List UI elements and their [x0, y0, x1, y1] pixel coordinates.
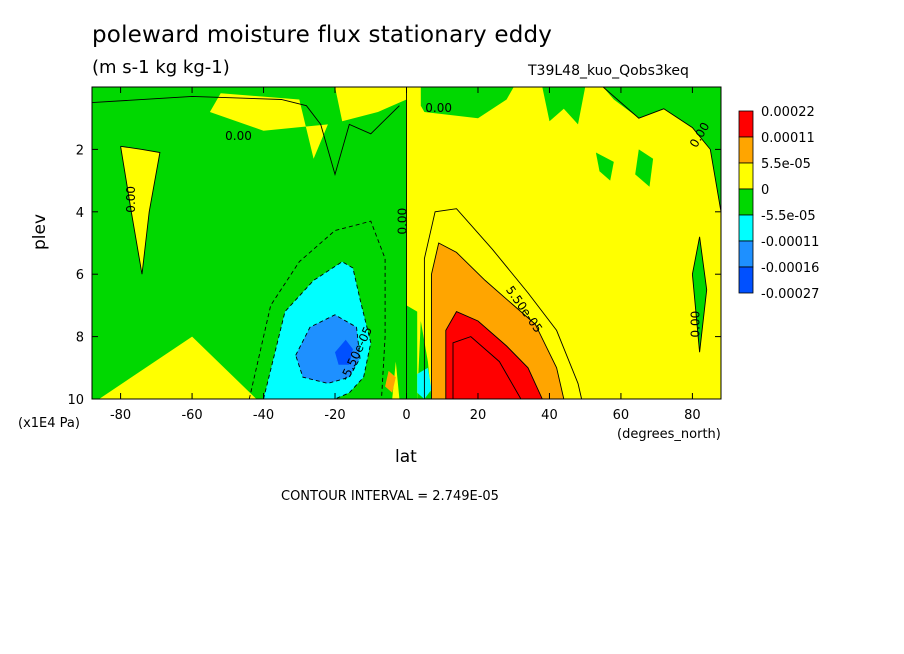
- colorbar-label: 0.00022: [761, 105, 815, 120]
- region-green-2: [420, 87, 514, 119]
- x-tick-label: -40: [253, 408, 274, 423]
- colorbar-swatch: [738, 214, 754, 242]
- colorbar-label: 5.5e-05: [761, 157, 811, 172]
- colorbar-label: -5.5e-05: [761, 209, 816, 224]
- x-tick-label: 40: [541, 408, 558, 423]
- region-green-5: [595, 152, 614, 181]
- y-tick-label: 8: [76, 331, 84, 346]
- colorbar-label: -0.00011: [761, 235, 819, 250]
- region-orange-small: [385, 370, 396, 393]
- contour-line-10: [602, 87, 721, 212]
- colorbar-label: -0.00016: [761, 261, 819, 276]
- x-tick-label: -20: [324, 408, 345, 423]
- contour-label: 0.00: [225, 129, 252, 143]
- x-tick-label: 80: [684, 408, 701, 423]
- y-axis: 2 4 6 8 10: [67, 143, 721, 408]
- y-tick-label: 2: [76, 143, 84, 158]
- x-axis: -80 -60 -40 -20 0 20 40 60 80: [110, 87, 701, 423]
- contour-line-3: [452, 336, 522, 399]
- region-green-3: [542, 87, 586, 125]
- units-label: (m s-1 kg kg-1): [92, 57, 230, 78]
- contour-label: 0.00: [396, 208, 410, 235]
- colorbar-swatch: [738, 110, 754, 138]
- contour-line-2: [445, 311, 543, 399]
- y-axis-label: plev: [30, 213, 50, 250]
- region-green-6: [635, 149, 654, 187]
- contour-line-1: [423, 208, 583, 399]
- y-axis-units: (x1E4 Pa): [18, 416, 80, 431]
- x-tick-label: 60: [613, 408, 630, 423]
- region-yellow-upper: [209, 93, 328, 159]
- contour-line-7: [92, 95, 400, 177]
- contour-line-5: [248, 220, 386, 399]
- x-tick-label: 20: [470, 408, 487, 423]
- contour-label: 0.00: [425, 101, 452, 115]
- region-red: [445, 311, 543, 399]
- colorbar-label: 0: [761, 183, 769, 198]
- y-tick-label: 6: [76, 268, 84, 283]
- region-blue: [295, 314, 360, 384]
- x-axis-label: lat: [395, 447, 417, 467]
- colorbar-swatch: [738, 240, 754, 268]
- colorbar-swatch: [738, 136, 754, 164]
- x-tick-label: 0: [402, 408, 410, 423]
- region-green-4: [603, 87, 721, 212]
- contour-label: 0.00: [689, 311, 703, 338]
- chart-title: poleward moisture flux stationary eddy: [92, 22, 553, 48]
- contour-lines: [92, 87, 721, 399]
- colorbar-swatch: [738, 162, 754, 190]
- region-darkblue: [335, 339, 353, 365]
- x-tick-label: -80: [110, 408, 131, 423]
- contour-line-9: [120, 145, 161, 275]
- x-axis-units: (degrees_north): [617, 427, 721, 442]
- colorbar-label: -0.00027: [761, 287, 819, 302]
- colorbar: 0.00022 0.00011 5.5e-05 0 -5.5e-05 -0.00011 -0…: [738, 105, 819, 302]
- contour-line-11: [691, 236, 708, 353]
- y-tick-label: 10: [67, 393, 84, 408]
- contour-line-4: [263, 261, 372, 399]
- contour-label: 0.00: [124, 186, 138, 213]
- contour-line-0: [431, 242, 565, 399]
- colorbar-label: 0.00011: [761, 131, 815, 146]
- region-yellow-tongue: [120, 146, 160, 275]
- colorbar-swatch: [738, 266, 754, 294]
- colorbar-swatch: [738, 188, 754, 216]
- contour-interval: CONTOUR INTERVAL = 2.749E-05: [281, 489, 499, 504]
- x-tick-label: -60: [181, 408, 202, 423]
- contour-line-6: [295, 314, 361, 384]
- y-tick-label: 4: [76, 206, 84, 221]
- run-name: T39L48_kuo_Qobs3keq: [528, 63, 689, 79]
- region-green-small: [381, 124, 396, 228]
